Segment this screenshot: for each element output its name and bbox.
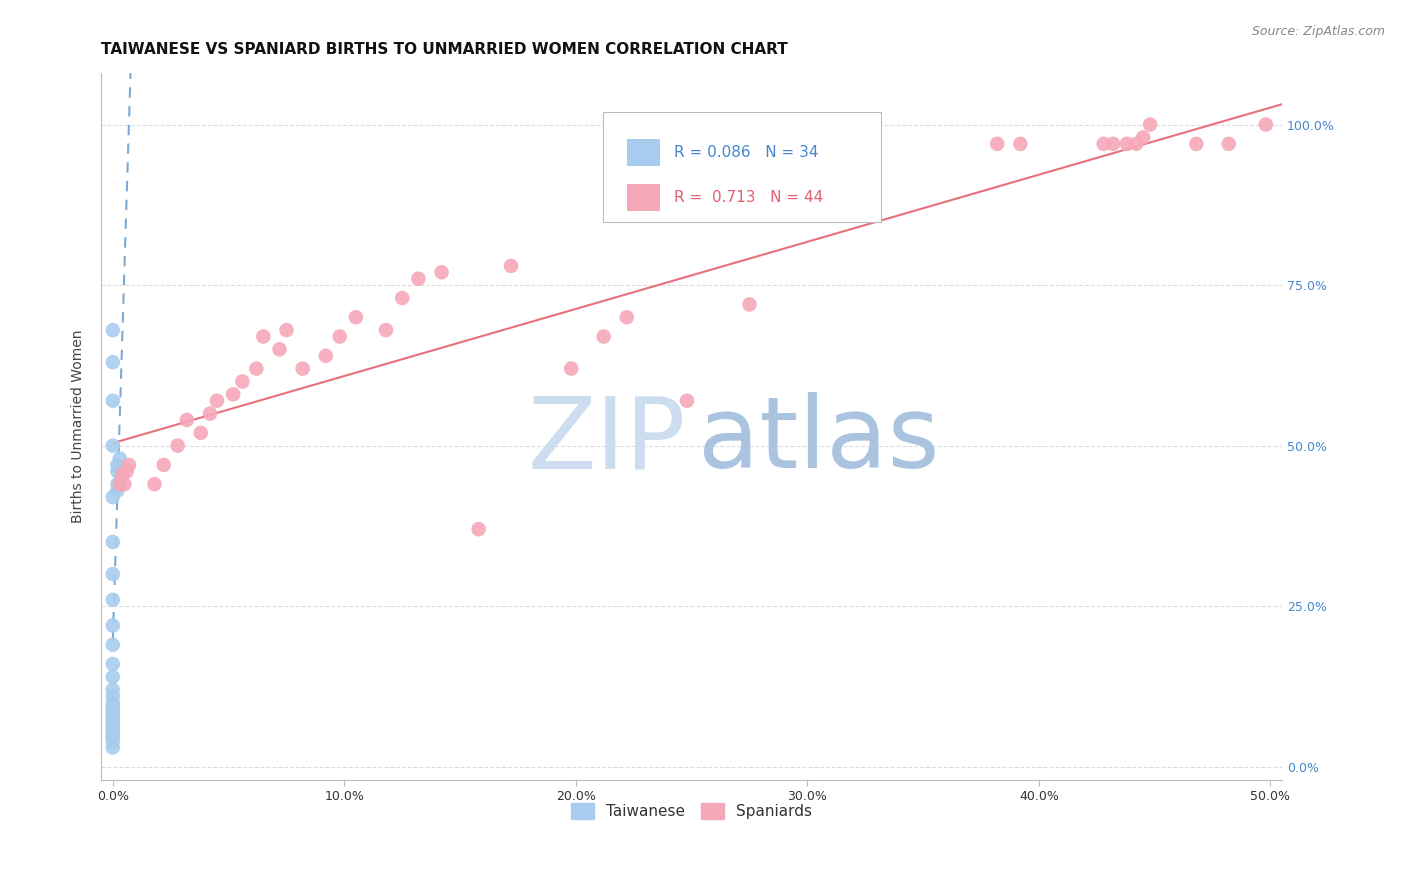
Point: [375, 323, 398, 337]
Text: atlas: atlas: [697, 392, 939, 489]
Point: [1132, 130, 1154, 145]
Point: [152, 458, 174, 472]
Point: [101, 698, 124, 713]
Point: [101, 618, 124, 632]
Point: [101, 712, 124, 726]
Point: [269, 343, 291, 357]
Text: Source: ZipAtlas.com: Source: ZipAtlas.com: [1251, 25, 1385, 38]
Point: [1218, 136, 1240, 151]
Point: [107, 464, 129, 478]
Text: R = 0.086   N = 34: R = 0.086 N = 34: [673, 145, 818, 160]
Legend: Taiwanese, Spaniards: Taiwanese, Spaniards: [565, 797, 818, 825]
Point: [101, 702, 124, 716]
Point: [107, 477, 129, 491]
Point: [115, 464, 138, 478]
Point: [592, 329, 614, 343]
Point: [101, 728, 124, 742]
Point: [101, 567, 124, 582]
Point: [107, 458, 129, 472]
Point: [101, 718, 124, 732]
Point: [101, 592, 124, 607]
Point: [118, 458, 141, 472]
Point: [101, 323, 124, 337]
Point: [176, 413, 198, 427]
FancyBboxPatch shape: [627, 184, 659, 211]
Point: [101, 689, 124, 703]
Y-axis label: Births to Unmarried Women: Births to Unmarried Women: [72, 330, 86, 523]
Point: [101, 705, 124, 719]
Point: [1115, 136, 1137, 151]
Point: [1092, 136, 1115, 151]
Point: [245, 361, 267, 376]
Point: [1010, 136, 1032, 151]
Point: [166, 439, 188, 453]
Text: R =  0.713   N = 44: R = 0.713 N = 44: [673, 190, 823, 205]
FancyBboxPatch shape: [603, 112, 880, 221]
Point: [329, 329, 352, 343]
Point: [101, 721, 124, 735]
Point: [276, 323, 298, 337]
Point: [1254, 118, 1277, 132]
Point: [101, 439, 124, 453]
Point: [205, 393, 228, 408]
Text: ZIP: ZIP: [527, 392, 686, 489]
Point: [738, 297, 761, 311]
Point: [101, 740, 124, 755]
Point: [190, 425, 212, 440]
Point: [101, 714, 124, 729]
Point: [291, 361, 314, 376]
Point: [108, 451, 131, 466]
Point: [408, 271, 430, 285]
Point: [1102, 136, 1125, 151]
Text: TAIWANESE VS SPANIARD BIRTHS TO UNMARRIED WOMEN CORRELATION CHART: TAIWANESE VS SPANIARD BIRTHS TO UNMARRIE…: [101, 42, 787, 57]
Point: [1185, 136, 1208, 151]
Point: [315, 349, 337, 363]
Point: [101, 657, 124, 671]
Point: [222, 387, 245, 401]
Point: [101, 638, 124, 652]
Point: [101, 731, 124, 745]
Point: [467, 522, 489, 536]
Point: [143, 477, 166, 491]
Point: [1139, 118, 1161, 132]
Point: [101, 355, 124, 369]
Point: [198, 407, 221, 421]
Point: [108, 477, 131, 491]
Point: [112, 477, 135, 491]
Point: [101, 728, 124, 742]
Point: [101, 535, 124, 549]
Point: [391, 291, 413, 305]
Point: [616, 310, 638, 325]
Point: [107, 483, 129, 498]
Point: [1125, 136, 1147, 151]
Point: [560, 361, 582, 376]
Point: [252, 329, 274, 343]
Point: [499, 259, 522, 273]
Point: [986, 136, 1008, 151]
Point: [101, 724, 124, 739]
Point: [676, 393, 699, 408]
Point: [344, 310, 367, 325]
Point: [231, 375, 253, 389]
Point: [111, 467, 134, 482]
Point: [101, 393, 124, 408]
Point: [101, 490, 124, 504]
Point: [101, 696, 124, 710]
Point: [101, 682, 124, 697]
FancyBboxPatch shape: [627, 139, 659, 166]
Point: [101, 734, 124, 748]
Point: [430, 265, 453, 279]
Point: [101, 708, 124, 723]
Point: [101, 670, 124, 684]
